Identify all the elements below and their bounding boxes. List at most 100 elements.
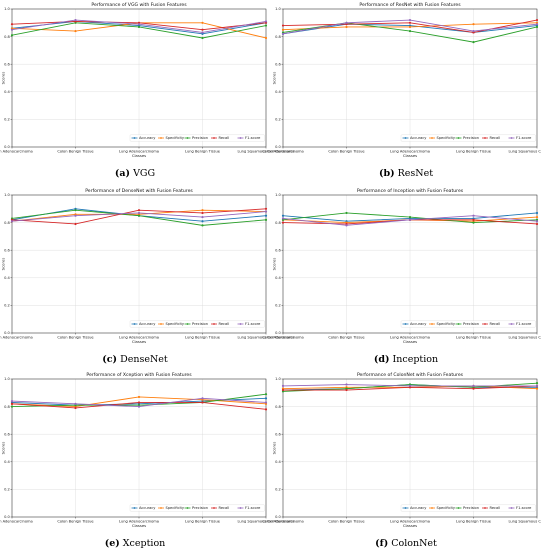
legend-marker-recall (484, 137, 486, 139)
series-f1-score (10, 210, 268, 223)
caption-text: Xception (122, 538, 166, 549)
legend-label-specificity: Specificity (437, 322, 456, 326)
legend-label-accuracy: Accuracy (139, 506, 156, 510)
chart-title: Performance of DenseNet with Fusion Feat… (85, 188, 193, 194)
data-point-precision (74, 209, 77, 212)
legend-label-specificity: Specificity (437, 506, 456, 510)
legend-marker-specificity (160, 323, 162, 325)
data-point-accuracy (535, 211, 539, 215)
data-point-f1-score (281, 32, 285, 35)
y-axis-label: Scores (272, 72, 277, 85)
data-point-precision (472, 41, 475, 44)
y-axis-label: Scores (1, 72, 6, 85)
legend-label-specificity: Specificity (166, 136, 185, 140)
y-tick-label: 0.4 (4, 276, 10, 280)
legend-box (400, 320, 536, 328)
caption-vgg: (a) VGG (0, 168, 270, 179)
y-tick-label: 0.2 (275, 304, 281, 308)
data-point-recall (535, 18, 539, 22)
caption-tag: (d) (373, 354, 390, 365)
data-point-recall (281, 24, 285, 27)
chart-panel-xception: Performance of Xception with Fusion Feat… (0, 370, 295, 554)
y-tick-label: 0.2 (275, 488, 281, 492)
x-tick-label: Lung Benign Tissue (185, 150, 221, 154)
data-point-recall (201, 211, 204, 215)
series-f1-score (10, 18, 268, 34)
y-tick-label: 0.2 (4, 118, 10, 122)
y-tick-label: 0.2 (275, 118, 281, 122)
legend-label-recall: Recall (490, 136, 501, 140)
legend-marker-f1-score (510, 323, 513, 325)
caption-text: VGG (133, 168, 156, 179)
data-point-f1-score (74, 18, 77, 22)
data-point-specificity (472, 23, 475, 26)
legend-label-f1-score: F1-score (516, 506, 532, 510)
y-tick-label: 0.8 (4, 405, 10, 409)
legend-marker-precision (186, 507, 189, 509)
data-point-f1-score (281, 384, 285, 387)
legend-label-f1-score: F1-score (516, 136, 532, 140)
x-tick-label: Colon Benign Tissue (57, 150, 94, 154)
legend-marker-specificity (160, 507, 162, 509)
data-point-precision (345, 211, 348, 215)
legend-label-precision: Precision (463, 322, 479, 326)
data-point-accuracy (281, 214, 285, 217)
legend-marker-accuracy (133, 507, 136, 509)
x-tick-label: Lung Squamous Cell Carcinoma (508, 150, 541, 154)
legend-marker-recall (484, 323, 486, 325)
data-point-f1-score (345, 21, 348, 24)
chart-svg-inception: Performance of Inception with Fusion Fea… (262, 188, 541, 344)
data-point-f1-score (472, 384, 475, 387)
y-tick-label: 0.4 (4, 90, 10, 94)
x-tick-label: Lung Squamous Cell Carcinoma (508, 520, 541, 524)
y-tick-label: 1.0 (4, 377, 10, 381)
y-tick-label: 0.4 (275, 460, 281, 464)
x-tick-label: Colon Benign Tissue (328, 520, 365, 524)
series-recall (10, 207, 268, 226)
legend-marker-recall (213, 507, 215, 509)
legend-label-accuracy: Accuracy (139, 322, 156, 326)
x-axis-label: Classes (403, 153, 417, 158)
data-point-precision (137, 214, 141, 217)
legend-label-precision: Precision (192, 322, 208, 326)
data-point-precision (264, 393, 268, 396)
series-f1-score (281, 214, 539, 227)
y-tick-label: 0.2 (4, 304, 10, 308)
x-tick-label: Colon Adenocarcinoma (262, 336, 303, 340)
legend-label-specificity: Specificity (166, 506, 185, 510)
x-tick-label: Lung Squamous Cell Carcinoma (237, 150, 294, 154)
caption-tag: (f) (375, 538, 389, 549)
legend-marker-specificity (431, 323, 433, 325)
y-tick-label: 0.6 (275, 62, 281, 66)
data-point-specificity (408, 25, 412, 29)
y-axis-label: Scores (272, 442, 277, 455)
data-point-precision (535, 382, 539, 385)
data-point-specificity (201, 21, 204, 24)
legend: Accuracy Specificity Precision Recall F1-sco… (129, 134, 265, 142)
data-point-recall (535, 222, 539, 226)
data-point-recall (264, 408, 268, 411)
legend-label-accuracy: Accuracy (410, 136, 427, 140)
y-tick-label: 0.0 (275, 331, 281, 335)
data-point-f1-score (264, 210, 268, 213)
legend-marker-specificity (160, 137, 162, 139)
y-tick-label: 0.8 (275, 221, 281, 225)
data-point-specificity (535, 215, 539, 219)
data-point-f1-score (281, 217, 285, 220)
data-point-recall (74, 406, 77, 410)
series-f1-score (281, 383, 539, 387)
legend-label-precision: Precision (192, 506, 208, 510)
x-axis-label: Classes (403, 523, 417, 528)
legend-marker-recall (213, 323, 215, 325)
data-point-specificity (137, 395, 141, 399)
data-point-f1-score (201, 31, 204, 34)
x-tick-label: Colon Adenocarcinoma (262, 150, 303, 154)
caption-densenet: (c) DenseNet (0, 354, 270, 365)
y-tick-label: 0.4 (275, 276, 281, 280)
y-tick-label: 0.6 (275, 432, 281, 436)
data-point-specificity (281, 28, 285, 31)
x-axis-label: Classes (403, 339, 417, 344)
y-tick-label: 0.8 (275, 405, 281, 409)
y-tick-label: 0.6 (4, 62, 10, 66)
y-tick-label: 0.6 (4, 432, 10, 436)
